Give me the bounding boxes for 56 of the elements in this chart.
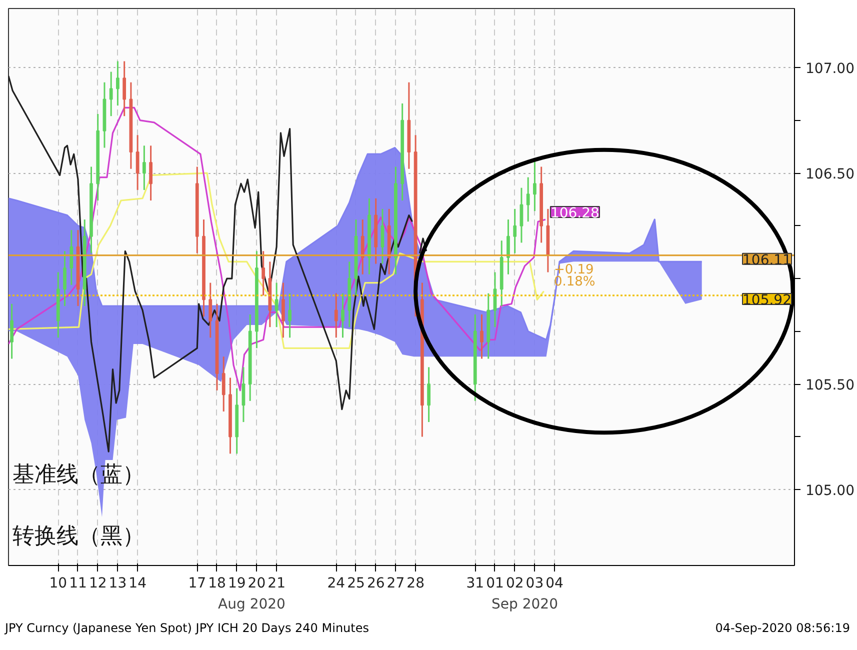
x-tick-label: 31: [466, 576, 484, 592]
candlestick: [149, 144, 152, 202]
candlestick: [63, 250, 66, 307]
candlestick: [10, 303, 14, 360]
candlestick: [136, 134, 140, 191]
candlestick: [262, 250, 266, 296]
x-tick-label: 13: [108, 576, 127, 592]
x-tick-label: 27: [386, 576, 405, 592]
candlestick: [116, 60, 120, 106]
candlestick: [526, 176, 530, 222]
x-tick-label: 21: [268, 576, 286, 592]
candlestick: [70, 229, 74, 286]
x-tick-label: 24: [327, 576, 346, 592]
text: 04-Sep-2020 08:56:19: [715, 620, 850, 637]
candlestick: [109, 71, 113, 117]
candlestick: [288, 292, 292, 338]
x-tick-label: 02: [506, 576, 524, 592]
candlestick: [222, 356, 226, 412]
candlestick: [506, 218, 510, 276]
x-tick-label: 04: [546, 576, 564, 592]
y-tick-label: 105.00: [806, 483, 854, 500]
annotation: 转换线（黑）: [12, 524, 144, 549]
x-tick-label: 17: [188, 576, 206, 592]
x-tick-label: 12: [88, 576, 107, 592]
candlestick: [142, 144, 146, 191]
x-tick-label: 11: [69, 576, 87, 592]
candlestick: [341, 292, 344, 338]
candlestick: [520, 187, 524, 244]
y-tick-label: 106.50: [806, 166, 854, 183]
x-tick-label: 18: [208, 576, 226, 592]
candlestick: [360, 218, 364, 276]
text: Aug 2020: [218, 596, 286, 612]
y-tick-label: 107.00: [806, 61, 854, 78]
x-tick-label: 28: [406, 576, 424, 592]
y-tick-label: 105.50: [806, 378, 854, 394]
x-tick-label: 01: [486, 576, 504, 592]
x-tick-label: 25: [347, 576, 365, 592]
candlestick: [513, 208, 517, 254]
x-tick-label: 26: [366, 576, 385, 592]
candlestick: [208, 282, 212, 338]
candlestick: [281, 282, 285, 338]
candlestick: [533, 160, 536, 212]
candlestick: [480, 314, 484, 360]
x-tick-label: 14: [128, 576, 147, 592]
x-tick-label: 03: [526, 576, 544, 592]
x-tick-label: 20: [248, 576, 266, 592]
text: JPY Curncy (Japanese Yen Spot) JPY ICH 20 Days 240 Minutes: [5, 620, 369, 637]
candlestick: [427, 366, 430, 423]
candlestick: [274, 282, 278, 328]
line-series: [8, 106, 546, 392]
annotation: 基准线（蓝）: [12, 462, 144, 488]
x-tick-label: 19: [228, 576, 246, 592]
x-tick-label: 10: [49, 576, 68, 592]
text: Sep 2020: [492, 596, 558, 612]
candlestick: [122, 60, 126, 117]
candlestick: [334, 292, 338, 338]
